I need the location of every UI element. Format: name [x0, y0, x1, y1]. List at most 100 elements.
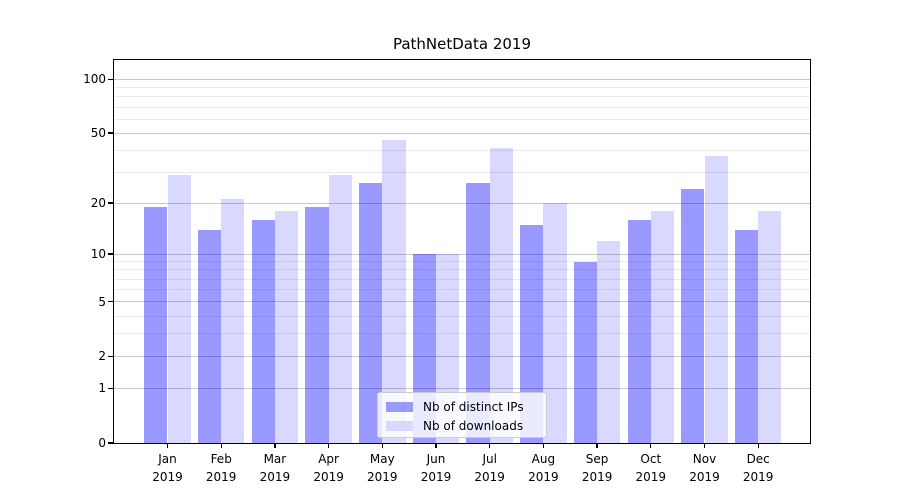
x-tick-month: Apr — [318, 452, 339, 466]
x-tick-mark — [650, 444, 652, 448]
y-tick-label: 0 — [98, 436, 106, 450]
x-tick-label: May 2019 — [350, 451, 414, 486]
x-tick-month: Mar — [263, 452, 287, 466]
bar-downloads-dec — [758, 210, 782, 443]
x-tick-mark — [435, 444, 437, 448]
gridline-minor — [114, 87, 810, 88]
bar-downloads-mar — [274, 210, 299, 443]
x-tick-month: May — [369, 452, 395, 466]
gridline-minor — [114, 269, 810, 271]
x-tick-year: 2019 — [313, 469, 344, 484]
x-tick-month: Sep — [585, 452, 609, 466]
x-tick-mark — [703, 444, 706, 448]
legend-row-downloads: Nb of downloads — [386, 416, 546, 435]
x-tick-year: 2019 — [474, 469, 505, 484]
bar-downloads-may — [382, 139, 406, 443]
x-tick-mark — [757, 444, 759, 448]
y-tick-label: 50 — [90, 126, 106, 141]
x-tick-year: 2019 — [420, 469, 452, 484]
bar-downloads-nov — [704, 156, 728, 443]
bar-distinct-ips-apr — [305, 206, 329, 443]
x-tick-label: Mar 2019 — [243, 451, 307, 486]
bar-distinct-ips-jul — [466, 183, 490, 443]
gridline-major — [114, 301, 810, 303]
bar-distinct-ips-aug — [520, 224, 544, 443]
x-tick-label: Jul 2019 — [458, 451, 522, 486]
bar-downloads-oct — [650, 210, 675, 443]
legend-label-distinct-ips: Nb of distinct IPs — [423, 399, 524, 414]
gridline-major — [114, 355, 810, 357]
y-tick-mark — [108, 442, 113, 444]
bar-distinct-ips-jan — [144, 206, 168, 443]
x-tick-month: Nov — [692, 452, 717, 466]
y-tick-mark — [108, 355, 113, 358]
gridline-minor — [114, 261, 810, 263]
y-tick-mark — [108, 253, 113, 255]
legend: Nb of distinct IPs Nb of downloads — [377, 392, 547, 438]
bar-distinct-ips-sep — [573, 261, 598, 443]
x-tick-label: Dec 2019 — [726, 451, 790, 486]
x-tick-year: 2019 — [742, 469, 774, 484]
gridline-major — [114, 202, 810, 204]
x-tick-year: 2019 — [367, 469, 398, 484]
x-tick-mark — [381, 444, 383, 448]
gridline-major — [114, 78, 810, 80]
y-tick-label: 10 — [90, 247, 106, 262]
y-tick-label: 1 — [98, 381, 106, 396]
gridline-minor — [114, 333, 810, 335]
bar-downloads-apr — [328, 174, 352, 443]
x-tick-label: Jan 2019 — [136, 451, 200, 486]
bar-downloads-feb — [221, 199, 245, 443]
x-tick-label: Oct 2019 — [619, 451, 683, 486]
x-tick-month: Jul — [482, 452, 497, 466]
y-tick-label: 20 — [90, 196, 106, 211]
x-tick-year: 2019 — [689, 469, 720, 484]
y-tick-mark — [108, 301, 113, 303]
y-tick-mark — [108, 202, 113, 204]
x-tick-month: Jan — [158, 452, 177, 466]
x-tick-mark — [220, 444, 222, 448]
x-tick-year: 2019 — [581, 469, 613, 484]
gridline-minor — [114, 149, 810, 151]
x-tick-year: 2019 — [152, 469, 183, 484]
bar-downloads-jan — [167, 174, 191, 443]
bar-distinct-ips-feb — [197, 229, 222, 443]
chart-title: PathNetData 2019 — [392, 35, 532, 53]
x-tick-mark — [274, 444, 276, 448]
y-tick-mark — [108, 78, 113, 80]
bar-downloads-jul — [489, 148, 513, 443]
x-tick-year: 2019 — [635, 469, 667, 484]
bar-distinct-ips-nov — [681, 189, 705, 443]
y-tick-label: 100 — [83, 72, 106, 87]
x-tick-mark — [327, 444, 330, 448]
x-tick-year: 2019 — [259, 469, 291, 484]
bar-distinct-ips-may — [359, 183, 383, 443]
bar-downloads-aug — [543, 203, 567, 443]
x-tick-label: Apr 2019 — [297, 451, 361, 486]
x-tick-label: Aug 2019 — [511, 451, 575, 486]
legend-row-distinct-ips: Nb of distinct IPs — [386, 397, 546, 416]
gridline-minor — [114, 278, 810, 280]
y-tick-label: 2 — [98, 349, 106, 364]
x-tick-month: Feb — [210, 452, 232, 466]
x-tick-month: Jun — [426, 452, 446, 466]
x-tick-mark — [542, 444, 545, 448]
legend-swatch-distinct-ips — [386, 401, 413, 412]
bar-distinct-ips-dec — [734, 229, 759, 443]
x-tick-label: Feb 2019 — [189, 451, 253, 486]
bar-distinct-ips-mar — [251, 219, 275, 443]
x-tick-mark — [596, 444, 598, 448]
gridline-minor — [114, 118, 810, 120]
x-tick-month: Dec — [746, 452, 770, 466]
x-tick-label: Sep 2019 — [565, 451, 629, 486]
y-tick-mark — [108, 387, 113, 390]
x-tick-label: Nov 2019 — [673, 451, 737, 486]
y-tick-mark — [108, 132, 113, 134]
gridline-major — [114, 253, 810, 255]
legend-swatch-downloads — [386, 420, 413, 431]
x-tick-month: Oct — [640, 452, 662, 466]
x-tick-mark — [489, 444, 491, 448]
x-tick-month: Aug — [531, 452, 556, 466]
x-tick-year: 2019 — [205, 469, 237, 484]
